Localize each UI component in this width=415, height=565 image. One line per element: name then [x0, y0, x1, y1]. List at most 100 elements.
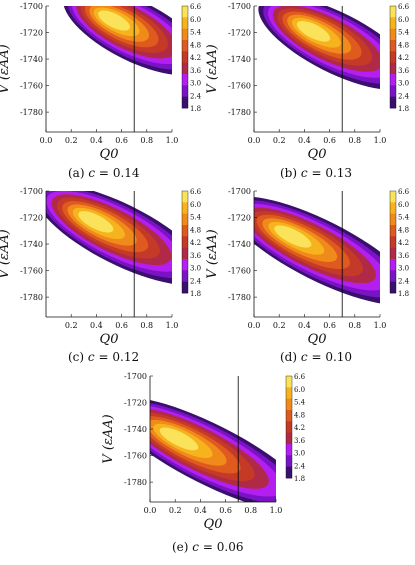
colorbar-segment [182, 213, 188, 226]
x-tick-label: 0.0 [248, 321, 261, 330]
colorbar-tick-label: 3.0 [190, 80, 201, 88]
colorbar-tick-label: 3.0 [190, 265, 201, 273]
colorbar-tick-label: 3.6 [294, 437, 306, 445]
colorbar-tick-label: 1.8 [398, 105, 409, 113]
x-tick-label: 0.6 [115, 136, 128, 145]
y-tick-label: -1740 [228, 55, 251, 64]
heatmap-chart-d: 0.0 0.2 0.4 0.6 0.8 1.0 -1700 -1720 -1740 -1760 -1… [205, 187, 410, 347]
colorbar-segment [182, 62, 188, 75]
x-tick-label: 0.6 [323, 136, 336, 145]
x-tick-label: 0.4 [90, 136, 103, 145]
x-axis-label: Q0 [204, 517, 223, 532]
colorbar-segment [182, 6, 188, 18]
y-tick-label: -1720 [20, 29, 43, 38]
colorbar-segment [390, 270, 396, 283]
caption-eq: = [98, 166, 109, 180]
caption-param: c [88, 166, 96, 180]
y-tick-label: -1700 [228, 2, 251, 11]
colorbar-tick-label: 4.8 [294, 411, 305, 419]
y-tick-label: -1760 [20, 82, 43, 91]
y-tick-label: -1700 [20, 187, 43, 196]
colorbar-segment [182, 17, 188, 30]
colorbar-tick-label: 4.8 [190, 41, 201, 49]
colorbar-tick-label: 3.6 [190, 67, 202, 75]
chart-panel-a: 0.0 0.2 0.4 0.6 0.8 1.0 -1700 -1720 -1740 -1760 -1… [0, 0, 202, 170]
heatmap-chart-a: 0.0 0.2 0.4 0.6 0.8 1.0 -1700 -1720 -1740 -1760 -1… [0, 2, 202, 162]
x-tick-label: 0.0 [40, 136, 53, 145]
x-tick-label: 1.0 [374, 321, 387, 330]
colorbar-tick-label: 1.8 [190, 290, 201, 298]
x-axis-label: Q0 [308, 332, 327, 347]
colorbar-tick-label: 2.4 [398, 277, 410, 285]
colorbar-tick-label: 5.4 [398, 214, 410, 222]
colorbar-tick-label: 6.0 [398, 201, 409, 209]
colorbar-tick-label: 4.8 [398, 226, 409, 234]
y-axis-label: V (εAA) [205, 44, 220, 93]
caption-value: 0.13 [325, 166, 353, 180]
colorbar-segment [286, 466, 292, 479]
x-tick-label: 0.2 [169, 506, 182, 515]
colorbar-segment [286, 398, 292, 411]
x-tick-label: 0.2 [65, 321, 78, 330]
y-tick-label: -1700 [124, 372, 147, 381]
colorbar-segment [390, 6, 396, 18]
x-tick-label: 0.8 [348, 321, 361, 330]
colorbar-segment [390, 247, 396, 260]
colorbar-segment [390, 213, 396, 226]
caption-label: (e) [172, 540, 189, 554]
x-tick-label: 0.6 [219, 506, 232, 515]
caption-value: 0.10 [325, 350, 353, 364]
colorbar-tick-label: 4.8 [398, 41, 409, 49]
y-axis-label: V (εAA) [205, 229, 220, 278]
colorbar-segment [286, 432, 292, 445]
colorbar-segment [390, 236, 396, 249]
caption-param: c [192, 540, 200, 554]
colorbar-segment [182, 247, 188, 260]
colorbar-frame [285, 375, 293, 479]
colorbar-tick-label: 2.4 [190, 92, 202, 100]
colorbar-segment [182, 270, 188, 283]
colorbar-segment [182, 74, 188, 86]
colorbar-segment [286, 421, 292, 434]
colorbar-segment [390, 259, 396, 271]
x-tick-label: 0.0 [248, 136, 261, 145]
colorbar-segment [390, 96, 396, 109]
y-tick-label: -1780 [228, 108, 251, 117]
colorbar-tick-label: 6.6 [190, 188, 202, 196]
y-tick-label: -1780 [228, 293, 251, 302]
chart-panel-b: 0.0 0.2 0.4 0.6 0.8 1.0 -1700 -1720 -1740 -1760 -1… [205, 0, 410, 170]
contour-level-8 [78, 211, 114, 233]
colorbar-tick-label: 6.0 [294, 386, 305, 394]
contour-level-8 [296, 20, 331, 42]
caption-e: (e) c = 0.06 [172, 540, 243, 554]
colorbar-frame [389, 5, 397, 109]
chart-panel-c: 0.2 0.4 0.6 0.8 1.0 -1700 -1720 -1740 -1760 -1780… [0, 185, 202, 355]
caption-eq: = [98, 350, 109, 364]
colorbar-tick-label: 5.4 [398, 29, 410, 37]
colorbar-segment [390, 281, 396, 294]
caption-param: c [300, 350, 308, 364]
colorbar-segment [182, 191, 188, 203]
y-tick-label: -1720 [228, 29, 251, 38]
caption-value: 0.14 [112, 166, 140, 180]
colorbar-segment [182, 85, 188, 98]
colorbar-segment [182, 236, 188, 249]
y-tick-label: -1780 [20, 108, 43, 117]
caption-eq: = [311, 166, 322, 180]
colorbar-tick-label: 6.6 [398, 188, 410, 196]
contour-level-8 [98, 10, 131, 31]
y-tick-label: -1740 [228, 240, 251, 249]
colorbar-tick-label: 5.4 [190, 29, 202, 37]
colorbar-tick-label: 3.0 [398, 265, 409, 273]
heatmap-chart-c: 0.2 0.4 0.6 0.8 1.0 -1700 -1720 -1740 -1760 -1780… [0, 187, 202, 347]
y-tick-label: -1720 [20, 214, 43, 223]
colorbar-tick-label: 4.2 [294, 424, 305, 432]
colorbar-tick-label: 3.0 [398, 80, 409, 88]
colorbar-frame [181, 190, 189, 294]
caption-param: c [300, 166, 308, 180]
x-tick-label: 0.2 [65, 136, 78, 145]
colorbar-tick-label: 2.4 [294, 462, 306, 470]
colorbar-segment [390, 62, 396, 75]
colorbar-segment [390, 40, 396, 52]
heatmap-region [258, 6, 380, 90]
